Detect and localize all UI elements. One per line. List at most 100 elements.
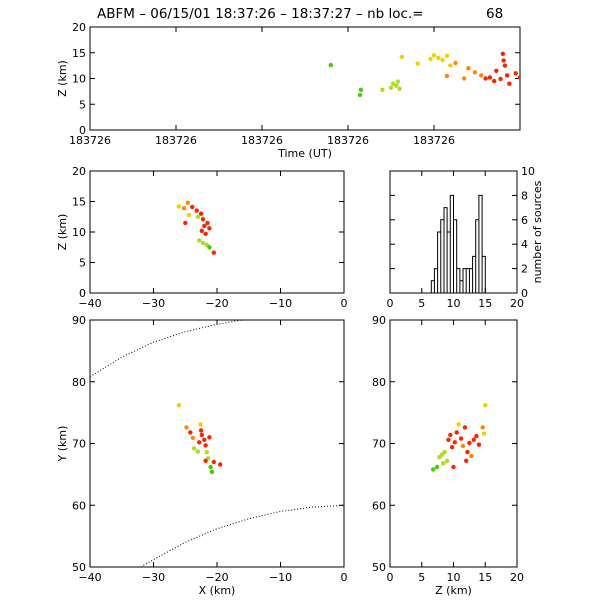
x_y-point: [199, 432, 204, 438]
x_z-frame: [89, 170, 345, 294]
z_y-point: [480, 425, 485, 430]
z_y-xtick-label: 5: [418, 571, 425, 584]
x_z-ylabel: Z (km): [56, 214, 69, 251]
z_y-point: [476, 442, 482, 447]
z_y-point: [448, 432, 453, 438]
x_z-point: [195, 214, 201, 219]
x_y-ytick-label: 60: [72, 499, 86, 512]
x_y-xtick-label: −40: [78, 571, 101, 584]
time_z-point: [388, 85, 394, 91]
x_y-plot-area: [90, 320, 344, 567]
z_y-point: [444, 458, 450, 463]
z_y-point: [467, 440, 472, 446]
z_y-point: [460, 443, 466, 449]
x_y-point: [208, 464, 213, 470]
x_z-point: [197, 238, 202, 243]
time_z-ytick-label: 5: [79, 98, 86, 111]
time_z-xtick-label: 183726: [69, 134, 111, 147]
time_z-point: [487, 75, 493, 80]
x_y-point: [184, 425, 189, 430]
histogram-plot-area: [390, 194, 517, 293]
time_z-plot-area: [328, 51, 548, 98]
z_y-point: [446, 437, 451, 442]
z_y-point: [456, 422, 461, 427]
x_z-panel: −40 −30 −20 −10 0 0 5 10 15 20 Z (km): [56, 165, 348, 310]
z_y-point: [462, 425, 468, 430]
x_z-point: [190, 204, 195, 210]
z_y-point: [471, 437, 476, 442]
x_y-boundary-curve: [90, 320, 245, 378]
time_z-point: [428, 56, 433, 62]
x_z-point: [205, 220, 210, 226]
x_y-point: [197, 440, 202, 445]
time_z-point: [444, 53, 450, 58]
z_y-point: [452, 440, 457, 445]
histogram-xtick-label: 20: [510, 297, 524, 310]
time_z-point: [502, 63, 508, 68]
time_z-point: [380, 87, 385, 93]
x_y-point: [188, 430, 193, 435]
time_z-ytick-label: 10: [72, 73, 86, 86]
z_y-point: [481, 431, 487, 436]
x_y-point: [202, 437, 207, 442]
z_y-xtick-label: 10: [447, 571, 461, 584]
z_y-point: [454, 430, 459, 435]
x_z-point: [203, 231, 208, 236]
time_z-point: [494, 68, 499, 74]
z_y-point: [464, 458, 469, 463]
histogram-ytick-label: 10: [521, 165, 535, 178]
x_y-point: [176, 403, 182, 408]
x_z-xtick-label: −10: [269, 297, 292, 310]
histogram-xtick-label: 0: [387, 297, 394, 310]
x_y-point: [195, 449, 201, 454]
time_z-point: [544, 65, 548, 69]
x_y-panel: −40 −30 −20 −10 0 50 60 70 80 90 X (km) Y (km): [56, 314, 348, 597]
histogram-ytick-label: 8: [521, 189, 528, 202]
time_z-point: [431, 53, 437, 58]
z_y-ytick-label: 90: [372, 314, 386, 327]
time_z-xtick-label: 183726: [327, 134, 369, 147]
x_y-boundary-curve: [140, 504, 344, 567]
z_y-plot-area: [431, 403, 488, 472]
z_y-point: [465, 449, 470, 455]
x_y-xtick-label: 0: [341, 571, 348, 584]
time_z-panel: 183726 183726 183726 183726 18372605101520Ti…: [56, 21, 548, 160]
x_z-point: [211, 250, 216, 255]
x_z-point: [207, 226, 212, 231]
x_z-ytick-label: 0: [79, 287, 86, 300]
x_z-point: [176, 204, 182, 209]
histogram-xtick-label: 15: [478, 297, 492, 310]
figure-title: ABFM – 06/15/01 18:37:26 – 18:37:27 – nb…: [97, 6, 424, 22]
x_y-point: [209, 469, 215, 475]
z_y-point: [441, 461, 446, 466]
time_z-point: [466, 66, 471, 71]
x_y-ytick-label: 50: [72, 561, 86, 574]
time_z-xtick-label: 183726: [241, 134, 283, 147]
z_y-ytick-label: 80: [372, 376, 386, 389]
x_z-point: [200, 240, 206, 246]
time_z-ytick-label: 0: [79, 124, 86, 137]
x_y-point: [207, 435, 212, 440]
z_y-point: [431, 467, 436, 472]
x_y-point: [218, 462, 223, 467]
time_z-ylabel: Z (km): [56, 60, 69, 97]
x_y-ytick-label: 90: [72, 314, 86, 327]
time_z-point: [395, 79, 401, 84]
x_z-xtick-label: −20: [205, 297, 228, 310]
time_z-point: [526, 79, 530, 83]
x_y-point: [198, 422, 203, 427]
time_z-point: [440, 57, 445, 63]
z_y-xlabel: Z (km): [435, 584, 472, 597]
histogram-xtick-label: 10: [447, 297, 461, 310]
time_z-point: [436, 55, 441, 61]
z_y-point: [451, 464, 456, 470]
z_y-xtick-label: 20: [510, 571, 524, 584]
time_z-ytick-label: 20: [72, 21, 86, 34]
source-count: 68: [486, 6, 503, 22]
x_z-point: [194, 208, 199, 213]
time_z-point: [498, 76, 503, 82]
x_z-point: [207, 245, 212, 250]
z_y-point: [458, 436, 464, 441]
